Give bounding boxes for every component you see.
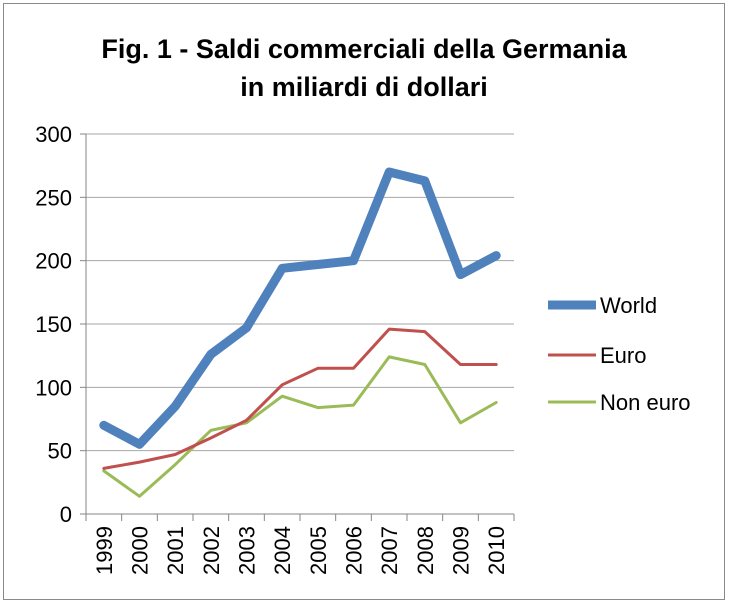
legend: World Euro Non euro xyxy=(548,293,691,415)
x-tick-label: 2004 xyxy=(270,526,295,575)
series-lines xyxy=(99,167,501,498)
x-tick-label: 2005 xyxy=(306,526,331,575)
x-tick-label: 2009 xyxy=(449,526,474,575)
y-tick-label: 100 xyxy=(35,375,72,400)
gridlines xyxy=(86,133,514,452)
x-tick-label: 2003 xyxy=(235,526,260,575)
x-tick-label: 2002 xyxy=(199,526,224,575)
x-axis: 1999 2000 2001 2002 2003 2004 2005 2006 2007 2008… xyxy=(85,513,515,575)
x-tick-label: 2010 xyxy=(484,526,509,575)
y-tick-label: 200 xyxy=(35,249,72,274)
chart-frame: Fig. 1 - Saldi commerciali della Germani… xyxy=(3,3,725,600)
legend-label-non-euro: Non euro xyxy=(600,390,691,415)
y-tick-label: 150 xyxy=(35,312,72,337)
series-line-world xyxy=(99,167,501,449)
y-tick-label: 300 xyxy=(35,122,72,147)
x-tick-label: 2006 xyxy=(342,526,367,575)
x-tick-label: 2007 xyxy=(377,526,402,575)
legend-label-world: World xyxy=(600,293,657,318)
y-axis: 0 50 100 150 200 250 300 xyxy=(35,122,87,527)
x-tick-label: 1999 xyxy=(92,526,117,575)
legend-label-euro: Euro xyxy=(600,343,646,368)
chart-title-line-1: Fig. 1 - Saldi commerciali della Germani… xyxy=(101,34,627,64)
chart-title-line-2: in miliardi di dollari xyxy=(240,72,488,102)
y-tick-label: 250 xyxy=(35,185,72,210)
y-tick-label: 50 xyxy=(48,439,72,464)
x-tick-label: 2008 xyxy=(413,526,438,575)
x-tick-label: 2000 xyxy=(128,526,153,575)
x-tick-label: 2001 xyxy=(163,526,188,575)
series-line-euro xyxy=(102,327,498,470)
series-line-non-euro xyxy=(102,355,498,498)
y-tick-label: 0 xyxy=(60,502,72,527)
